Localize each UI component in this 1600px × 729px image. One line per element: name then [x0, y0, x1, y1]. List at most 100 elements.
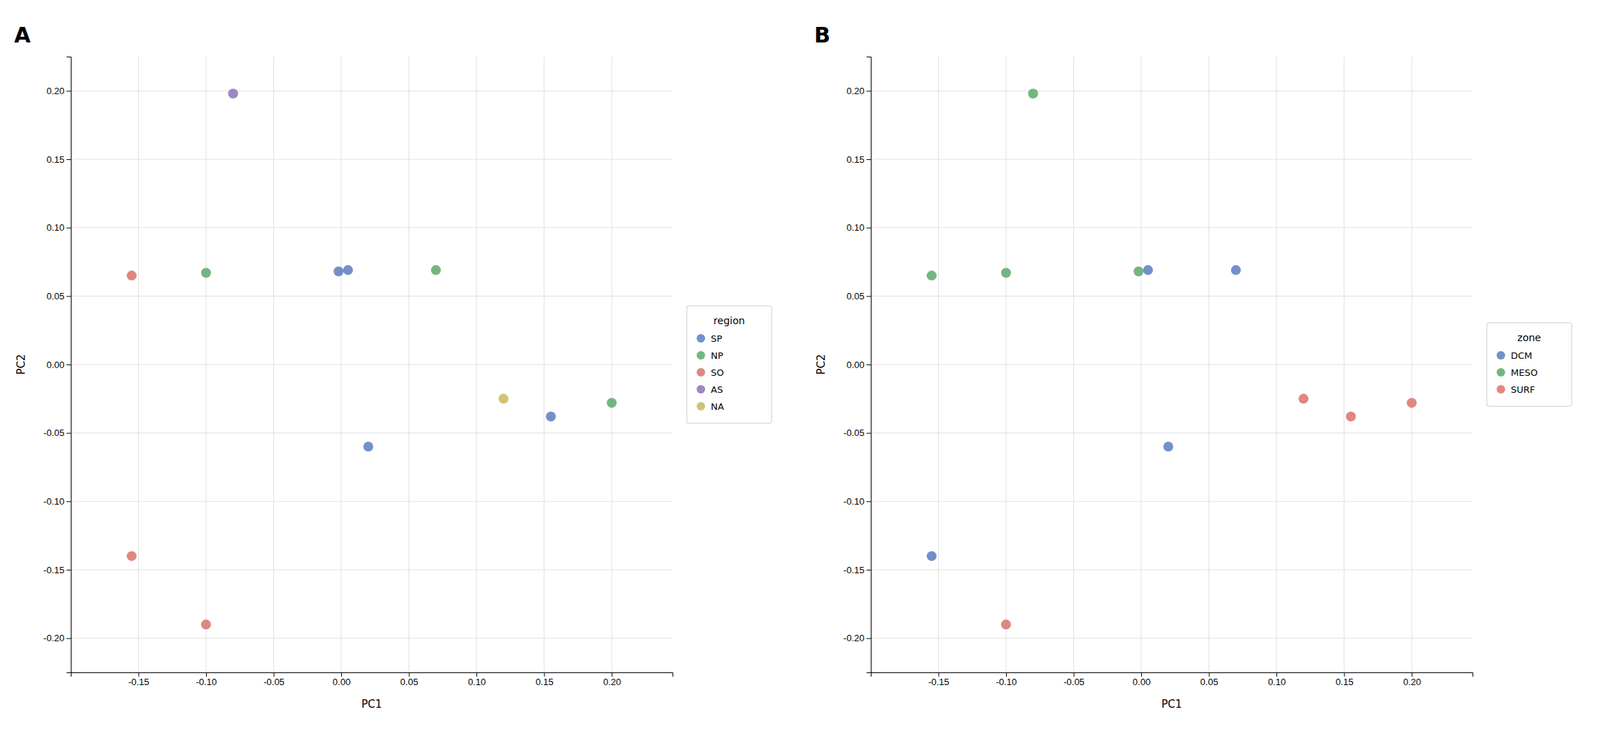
x-axis-title: PC1: [1161, 698, 1182, 711]
y-tick-label: 0.05: [46, 290, 65, 302]
legend-swatch: [1496, 385, 1506, 394]
grid-line-y: [870, 637, 1473, 639]
point: [1001, 267, 1011, 278]
y-axis-line: [66, 57, 72, 674]
y-tick-label: 0.15: [46, 154, 65, 165]
x-tick: 0.05: [1200, 672, 1218, 688]
legend-entry: DCM: [1510, 350, 1533, 362]
x-tick-label: -0.05: [263, 676, 285, 688]
grid-line-y: [70, 637, 673, 639]
x-tick-label: -0.10: [996, 676, 1018, 688]
y-axis: -0.20-0.15-0.10-0.050.000.050.100.150.20: [43, 57, 71, 674]
x-tick: -0.15: [128, 672, 150, 688]
legend: regionSPNPSOASNA: [686, 305, 772, 424]
x-tick: 0.20: [1403, 672, 1421, 688]
x-tick-mark: [1209, 672, 1210, 677]
point: [1406, 397, 1417, 408]
x-tick-label: 0.00: [1132, 676, 1151, 688]
legend-frame: [686, 305, 772, 424]
y-tick-label: -0.20: [843, 632, 865, 644]
y-tick-label: 0.10: [846, 222, 865, 233]
y-tick-mark: [866, 569, 871, 571]
point: [201, 267, 211, 278]
y-tick-label: -0.15: [43, 564, 65, 576]
x-tick-label: 0.05: [400, 676, 418, 688]
y-tick-mark: [866, 227, 871, 229]
y-tick-mark: [66, 227, 71, 229]
panel: -0.15 -0.10 -0.05 0.00 0.05 0.10 0.15 0.20 -0.20…: [814, 22, 1572, 711]
point: [1163, 441, 1174, 452]
x-tick-label: -0.05: [1063, 676, 1085, 688]
x-tick-mark: [1006, 672, 1007, 677]
y-tick: -0.05: [843, 427, 871, 439]
y-tick-mark: [66, 90, 71, 92]
point: [1027, 88, 1038, 99]
legend-entry: NP: [710, 350, 724, 362]
x-tick: 0.15: [535, 672, 553, 688]
y-tick: 0.00: [846, 359, 871, 371]
grid-line-y: [70, 90, 673, 92]
legend-title: zone: [1517, 332, 1541, 344]
point: [1298, 393, 1309, 404]
y-tick: -0.10: [843, 496, 871, 507]
point: [126, 270, 137, 281]
x-tick-mark: [1411, 672, 1413, 677]
x-tick-mark: [138, 672, 140, 677]
y-tick-mark: [66, 364, 71, 366]
point: [545, 411, 556, 422]
x-tick-mark: [476, 672, 478, 677]
point: [201, 619, 211, 630]
y-tick: 0.20: [846, 85, 871, 97]
x-tick-mark: [206, 672, 207, 677]
y-tick-mark: [866, 159, 871, 160]
x-axis: -0.15 -0.10 -0.05 0.00 0.05 0.10 0.15 0.20: [71, 672, 674, 688]
y-tick-label: 0.20: [846, 85, 865, 97]
y-tick-mark: [866, 90, 871, 92]
x-tick-label: 0.15: [535, 676, 553, 688]
x-tick: 0.10: [1267, 672, 1286, 688]
x-tick-label: 0.15: [1335, 676, 1353, 688]
y-tick-mark: [866, 638, 871, 640]
y-tick: 0.05: [846, 290, 871, 302]
grid: [70, 56, 673, 673]
legend-swatch: [696, 385, 706, 394]
x-tick-mark: [1141, 672, 1142, 677]
y-tick-mark: [66, 295, 71, 297]
y-tick-mark: [66, 569, 71, 571]
x-tick-label: -0.15: [128, 676, 150, 688]
grid-line-y: [70, 432, 673, 434]
point: [126, 551, 137, 562]
legend-entry: SURF: [1510, 384, 1535, 396]
x-tick: -0.10: [996, 672, 1018, 688]
legend-swatch: [696, 368, 706, 377]
y-tick-label: 0.10: [46, 222, 65, 233]
figure: -0.15 -0.10 -0.05 0.00 0.05 0.10 0.15 0.20 -0.20…: [0, 0, 1600, 729]
x-tick-label: 0.10: [1267, 676, 1286, 688]
x-tick: 0.10: [467, 672, 486, 688]
x-tick: 0.20: [603, 672, 621, 688]
point: [926, 551, 937, 562]
y-tick-mark: [66, 159, 71, 160]
x-axis-line: [871, 673, 1474, 678]
x-tick-mark: [1073, 672, 1075, 677]
panel-label: A: [14, 22, 32, 48]
x-tick-mark: [1276, 672, 1278, 677]
point: [1001, 619, 1011, 630]
panel-label: B: [814, 22, 831, 48]
legend-swatch: [696, 351, 706, 360]
y-tick-label: 0.05: [846, 290, 865, 302]
y-tick-label: -0.15: [843, 564, 865, 576]
x-tick-label: 0.20: [603, 676, 621, 688]
y-tick: -0.20: [843, 632, 871, 644]
y-axis-title: PC2: [814, 353, 828, 375]
x-tick-label: 0.00: [332, 676, 351, 688]
x-tick: -0.15: [928, 672, 950, 688]
y-tick-label: -0.10: [843, 496, 865, 507]
x-axis-line: [71, 673, 674, 678]
legend-entry: NA: [710, 401, 725, 413]
x-tick: -0.05: [263, 672, 285, 688]
y-tick-mark: [66, 433, 71, 434]
y-tick-label: 0.00: [846, 359, 865, 371]
y-tick: 0.10: [846, 222, 871, 233]
x-tick: -0.10: [196, 672, 218, 688]
